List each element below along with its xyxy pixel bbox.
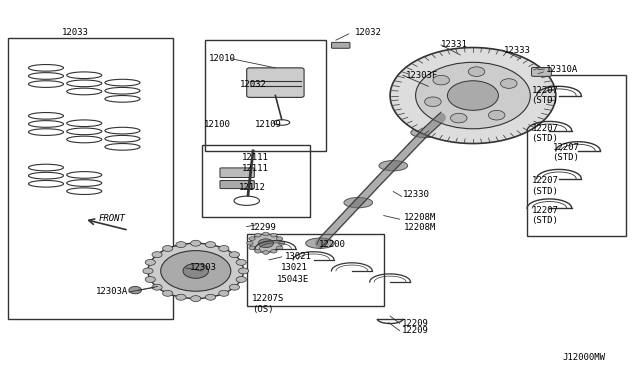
- Bar: [8, 38, 173, 319]
- Circle shape: [250, 234, 282, 253]
- Circle shape: [258, 239, 273, 248]
- Text: 12310A: 12310A: [546, 65, 579, 74]
- Circle shape: [219, 291, 229, 296]
- Circle shape: [152, 252, 162, 257]
- Text: 12208M: 12208M: [404, 213, 436, 222]
- Circle shape: [249, 237, 255, 240]
- Text: J12000MW: J12000MW: [562, 353, 605, 362]
- Circle shape: [239, 268, 248, 274]
- Circle shape: [255, 249, 261, 253]
- Text: 12112: 12112: [239, 183, 266, 192]
- Bar: [527, 75, 626, 236]
- Text: 12100: 12100: [204, 120, 231, 129]
- Ellipse shape: [379, 161, 408, 171]
- Text: 12207
(STD): 12207 (STD): [532, 86, 559, 105]
- Circle shape: [236, 276, 246, 282]
- Text: FRONT: FRONT: [99, 214, 125, 223]
- Circle shape: [205, 242, 216, 247]
- Text: 12330: 12330: [403, 190, 429, 199]
- Circle shape: [262, 251, 269, 254]
- FancyBboxPatch shape: [220, 168, 254, 177]
- Text: 12303A: 12303A: [96, 288, 128, 296]
- Text: 12207
(STD): 12207 (STD): [552, 143, 579, 163]
- Text: 12207
(STD): 12207 (STD): [532, 176, 559, 196]
- Text: 12010: 12010: [209, 54, 236, 63]
- Text: 12207S
(OS): 12207S (OS): [252, 295, 284, 314]
- Circle shape: [415, 62, 531, 129]
- Circle shape: [163, 291, 173, 296]
- Circle shape: [271, 249, 277, 253]
- Text: 12032: 12032: [355, 28, 382, 37]
- Circle shape: [468, 67, 485, 76]
- Circle shape: [152, 284, 162, 290]
- Circle shape: [236, 259, 246, 265]
- FancyBboxPatch shape: [220, 180, 254, 189]
- Circle shape: [276, 246, 283, 250]
- Circle shape: [425, 97, 441, 106]
- Text: 12208M: 12208M: [404, 223, 436, 232]
- Circle shape: [278, 241, 285, 245]
- Text: 12303: 12303: [189, 263, 216, 272]
- Circle shape: [183, 263, 209, 278]
- Circle shape: [249, 246, 255, 250]
- Circle shape: [161, 251, 231, 291]
- Circle shape: [390, 48, 556, 144]
- Text: 12032: 12032: [241, 80, 268, 89]
- Circle shape: [488, 110, 505, 120]
- FancyBboxPatch shape: [532, 67, 551, 76]
- Circle shape: [163, 246, 173, 251]
- Text: 12209: 12209: [401, 319, 428, 328]
- Text: 12299: 12299: [250, 223, 276, 232]
- Circle shape: [451, 113, 467, 123]
- Text: 12111: 12111: [243, 164, 269, 173]
- Ellipse shape: [306, 238, 334, 248]
- Text: 12200: 12200: [319, 240, 346, 249]
- Circle shape: [271, 233, 277, 237]
- Circle shape: [500, 79, 517, 88]
- Bar: [202, 145, 310, 217]
- Text: 12033: 12033: [62, 28, 89, 37]
- Circle shape: [145, 276, 156, 282]
- Bar: [205, 40, 326, 151]
- Ellipse shape: [344, 198, 372, 208]
- FancyBboxPatch shape: [246, 68, 304, 97]
- Circle shape: [433, 75, 449, 85]
- Circle shape: [176, 242, 186, 247]
- Circle shape: [191, 296, 201, 302]
- FancyBboxPatch shape: [332, 42, 350, 48]
- Text: 12333: 12333: [504, 46, 531, 55]
- Text: 13021: 13021: [280, 263, 307, 272]
- Circle shape: [143, 268, 153, 274]
- Text: 12331: 12331: [441, 41, 468, 49]
- Circle shape: [229, 252, 239, 257]
- Circle shape: [255, 233, 261, 237]
- Circle shape: [246, 241, 253, 245]
- Text: 12303F: 12303F: [406, 71, 438, 80]
- Circle shape: [205, 294, 216, 300]
- Circle shape: [276, 237, 283, 240]
- Ellipse shape: [411, 127, 440, 138]
- Circle shape: [191, 240, 201, 246]
- Circle shape: [129, 286, 141, 294]
- Circle shape: [176, 294, 186, 300]
- Bar: [246, 234, 384, 306]
- Circle shape: [148, 243, 244, 299]
- Text: 12207
(STD): 12207 (STD): [532, 124, 559, 143]
- Circle shape: [229, 284, 239, 290]
- Circle shape: [447, 81, 499, 110]
- Circle shape: [262, 232, 269, 236]
- Circle shape: [219, 246, 229, 251]
- Text: 12111: 12111: [243, 153, 269, 163]
- Text: 12207
(STD): 12207 (STD): [532, 206, 559, 225]
- Text: 15043E: 15043E: [276, 275, 309, 283]
- Text: 12109: 12109: [255, 120, 282, 129]
- Circle shape: [145, 259, 156, 265]
- Text: 13021: 13021: [285, 251, 312, 261]
- Text: 12209: 12209: [401, 326, 428, 335]
